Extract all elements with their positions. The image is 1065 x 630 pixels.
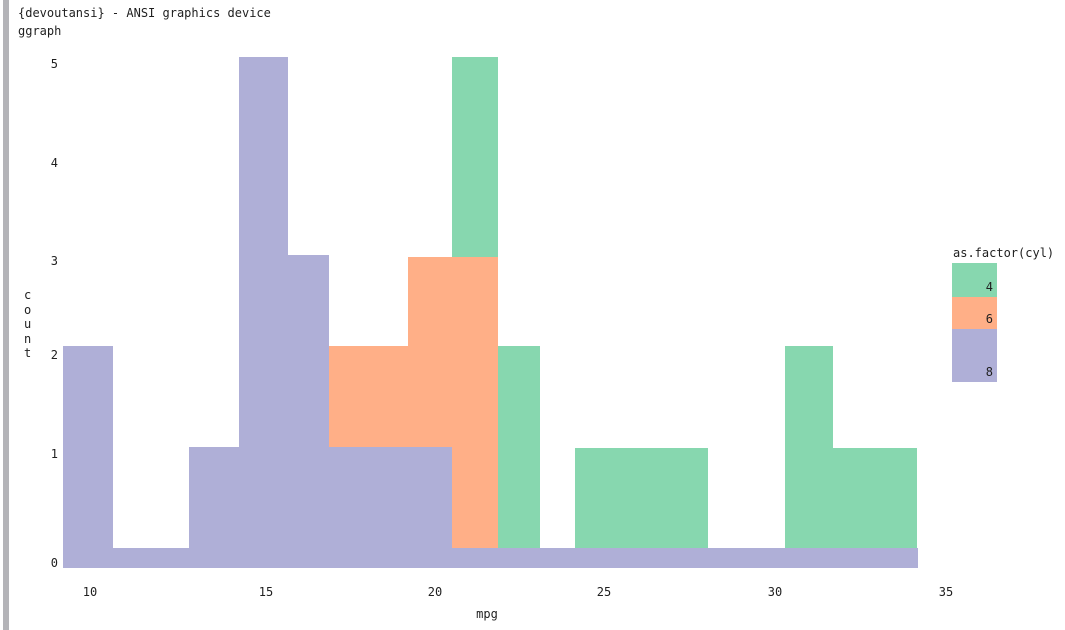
legend-title: as.factor(cyl) [953,246,1055,260]
histogram-bar-segment [63,346,113,548]
histogram-bar-segment [189,447,239,548]
x-axis-tick-label: 15 [258,585,274,599]
histogram-bar-segment [452,57,498,257]
histogram-bar-segment [452,257,498,548]
histogram-bar-segment [329,346,408,447]
histogram-bar-segment [785,346,833,548]
y-axis-tick-label: 4 [50,156,58,170]
y-axis-title-letter: t [24,346,32,360]
histogram-bar-segment [575,448,708,548]
x-axis-tick-label: 10 [82,585,98,599]
device-title: {devoutansi} - ANSI graphics device [18,6,271,20]
legend-swatch-cyl6: 6 [952,297,997,329]
y-axis-tick-label: 3 [50,254,58,268]
window-left-edge [3,0,9,630]
legend-swatch-cyl8: 8 [952,329,997,382]
plot-title: ggraph [18,24,62,38]
histogram-bar-segment [408,257,452,447]
x-axis-tick-label: 35 [938,585,954,599]
baseline-band [63,548,918,568]
histogram-bar-segment [833,448,917,548]
y-axis-tick-label: 2 [50,348,58,362]
histogram-bar-segment [239,57,288,548]
y-axis-tick-label: 5 [50,57,58,71]
y-axis-title-letter: c [24,288,32,302]
y-axis-tick-label: 1 [50,447,58,461]
x-axis-tick-label: 30 [767,585,783,599]
x-axis-tick-label: 20 [427,585,443,599]
y-axis-title-letter: u [24,317,32,331]
y-axis-title-letter: n [24,331,32,346]
legend-label: 4 [985,280,993,294]
histogram-bar-segment [288,255,329,548]
histogram-bar-segment [498,346,540,548]
x-axis-title: mpg [476,607,498,621]
legend-label: 8 [985,365,993,379]
histogram-bar-segment [329,447,452,548]
y-axis-tick-label: 0 [50,556,58,570]
legend-swatch-cyl4: 4 [952,263,997,297]
legend-label: 6 [985,312,993,326]
x-axis-tick-label: 25 [596,585,612,599]
y-axis-title-letter: o [24,302,32,317]
